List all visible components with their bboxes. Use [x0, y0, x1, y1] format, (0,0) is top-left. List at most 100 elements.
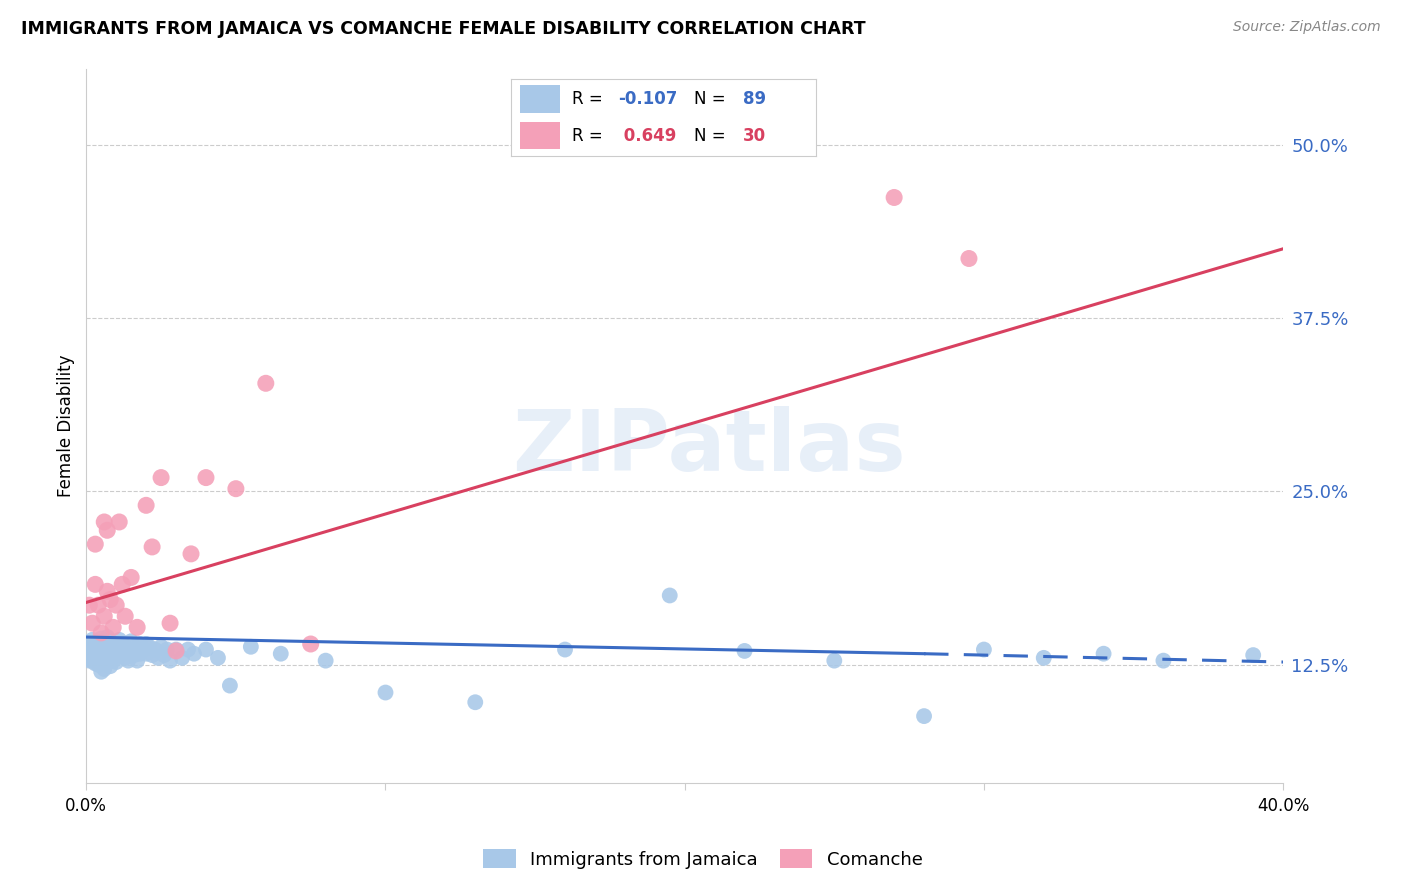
Point [87, 634, 110, 648]
Point [90, 626, 112, 640]
Point [79, 654, 101, 668]
Point [239, 640, 262, 654]
Point [98, 592, 121, 607]
Point [108, 642, 131, 657]
Point [117, 642, 139, 657]
Point [96, 630, 118, 644]
Point [98, 634, 121, 648]
Point [146, 651, 169, 665]
Point [464, 695, 486, 709]
Point [87, 651, 110, 665]
Point [96, 584, 118, 599]
Point [150, 470, 173, 484]
Point [84, 654, 107, 668]
Point [82, 632, 104, 647]
Point [554, 642, 576, 657]
Point [177, 642, 200, 657]
Point [132, 642, 155, 657]
Point [117, 654, 139, 668]
Point [1152, 654, 1174, 668]
Point [734, 644, 756, 658]
Point [135, 637, 157, 651]
Point [159, 616, 181, 631]
Point [122, 648, 145, 662]
Point [108, 632, 131, 647]
Point [111, 577, 134, 591]
Point [156, 642, 179, 657]
Point [973, 642, 995, 657]
Point [90, 648, 112, 662]
Point [122, 640, 145, 654]
Point [105, 655, 128, 669]
Point [93, 654, 115, 668]
Text: IMMIGRANTS FROM JAMAICA VS COMANCHE FEMALE DISABILITY CORRELATION CHART: IMMIGRANTS FROM JAMAICA VS COMANCHE FEMA… [21, 20, 866, 37]
Point [127, 654, 149, 668]
Point [87, 598, 110, 612]
Point [153, 648, 176, 662]
Point [374, 685, 396, 699]
Point [315, 654, 337, 668]
Point [82, 654, 104, 668]
Point [105, 640, 128, 654]
Point [129, 647, 152, 661]
Point [93, 662, 115, 676]
Point [103, 644, 125, 658]
Point [254, 376, 277, 391]
Point [103, 637, 125, 651]
Point [93, 637, 115, 651]
Point [98, 651, 121, 665]
Point [90, 632, 112, 646]
Y-axis label: Female Disability: Female Disability [58, 354, 75, 497]
Point [96, 655, 118, 669]
Point [180, 547, 202, 561]
Point [93, 644, 115, 658]
Point [270, 647, 292, 661]
Point [103, 654, 125, 668]
Point [96, 523, 118, 537]
Point [170, 651, 193, 665]
Point [1241, 648, 1264, 662]
Point [120, 634, 142, 648]
Point [120, 644, 142, 658]
Point [883, 190, 905, 204]
Point [219, 679, 242, 693]
Point [127, 642, 149, 657]
Point [114, 640, 136, 654]
Point [84, 649, 107, 664]
Point [129, 637, 152, 651]
Point [98, 642, 121, 657]
Point [114, 651, 136, 665]
Point [82, 616, 104, 631]
Point [79, 598, 101, 612]
Point [79, 640, 101, 654]
Point [84, 537, 107, 551]
Point [90, 655, 112, 669]
Point [87, 642, 110, 657]
Point [159, 654, 181, 668]
Point [138, 640, 160, 654]
Point [98, 659, 121, 673]
Point [105, 598, 128, 612]
Point [658, 589, 681, 603]
Point [79, 647, 101, 661]
Point [103, 620, 125, 634]
Point [82, 645, 104, 659]
Point [225, 482, 247, 496]
Point [114, 609, 136, 624]
Point [165, 644, 187, 658]
Point [1092, 647, 1115, 661]
Text: Source: ZipAtlas.com: Source: ZipAtlas.com [1233, 20, 1381, 34]
Point [82, 637, 104, 651]
Point [183, 647, 205, 661]
Point [135, 647, 157, 661]
Point [299, 637, 322, 651]
Point [105, 648, 128, 662]
Point [84, 577, 107, 591]
Point [135, 499, 157, 513]
Point [96, 648, 118, 662]
Point [207, 651, 229, 665]
Point [194, 470, 217, 484]
Point [84, 644, 107, 658]
Point [87, 657, 110, 672]
Point [111, 647, 134, 661]
